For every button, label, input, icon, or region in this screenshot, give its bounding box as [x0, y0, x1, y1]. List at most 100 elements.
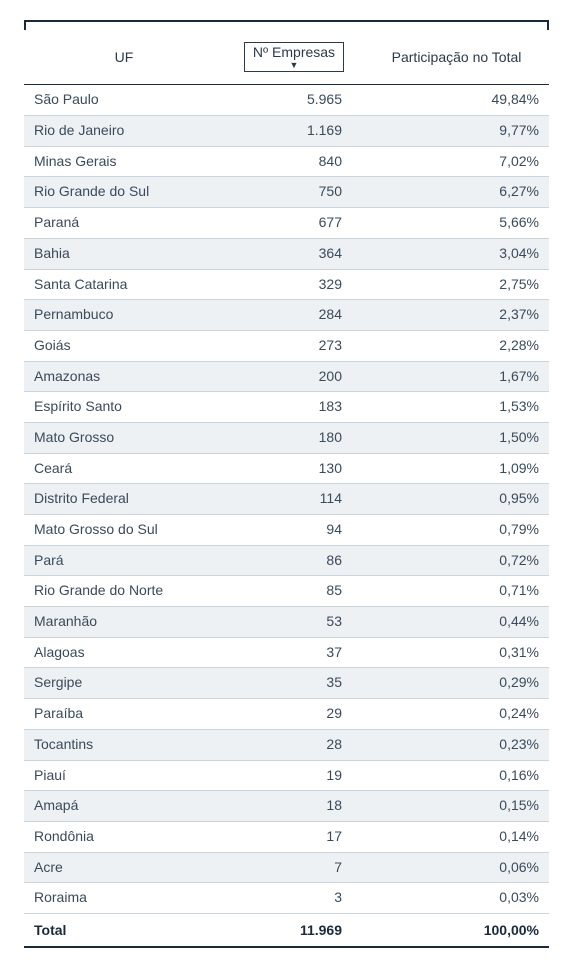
- column-header-empresas-label: Nº Empresas: [253, 45, 335, 60]
- cell-num: 35: [224, 668, 364, 699]
- cell-uf: Maranhão: [24, 607, 224, 638]
- top-rule: [24, 20, 549, 28]
- total-row: Total 11.969 100,00%: [24, 913, 549, 947]
- cell-pct: 3,04%: [364, 238, 549, 269]
- cell-uf: Amapá: [24, 791, 224, 822]
- cell-pct: 0,15%: [364, 791, 549, 822]
- cell-pct: 5,66%: [364, 208, 549, 239]
- table-row: Mato Grosso do Sul940,79%: [24, 515, 549, 546]
- column-header-empresas[interactable]: Nº Empresas ▼: [224, 32, 364, 85]
- cell-uf: Alagoas: [24, 637, 224, 668]
- cell-pct: 1,53%: [364, 392, 549, 423]
- table-row: Rio Grande do Sul7506,27%: [24, 177, 549, 208]
- table-row: Amapá180,15%: [24, 791, 549, 822]
- cell-pct: 2,37%: [364, 300, 549, 331]
- cell-uf: Mato Grosso do Sul: [24, 515, 224, 546]
- cell-uf: Tocantins: [24, 729, 224, 760]
- cell-uf: Santa Catarina: [24, 269, 224, 300]
- cell-num: 29: [224, 699, 364, 730]
- cell-uf: Paraíba: [24, 699, 224, 730]
- cell-num: 284: [224, 300, 364, 331]
- cell-uf: Distrito Federal: [24, 484, 224, 515]
- cell-uf: Acre: [24, 852, 224, 883]
- cell-num: 183: [224, 392, 364, 423]
- table-row: Paraíba290,24%: [24, 699, 549, 730]
- table-container: UF Nº Empresas ▼ Participação no Total S…: [24, 20, 549, 948]
- table-row: São Paulo5.96549,84%: [24, 85, 549, 116]
- total-num: 11.969: [224, 913, 364, 947]
- cell-num: 114: [224, 484, 364, 515]
- cell-uf: Rio de Janeiro: [24, 116, 224, 147]
- cell-pct: 0,71%: [364, 576, 549, 607]
- table-row: Mato Grosso1801,50%: [24, 422, 549, 453]
- cell-pct: 1,09%: [364, 453, 549, 484]
- cell-num: 86: [224, 545, 364, 576]
- table-body: São Paulo5.96549,84%Rio de Janeiro1.1699…: [24, 85, 549, 914]
- cell-num: 1.169: [224, 116, 364, 147]
- cell-uf: Espírito Santo: [24, 392, 224, 423]
- table-row: Pernambuco2842,37%: [24, 300, 549, 331]
- cell-uf: Piauí: [24, 760, 224, 791]
- cell-pct: 9,77%: [364, 116, 549, 147]
- cell-pct: 49,84%: [364, 85, 549, 116]
- sort-button-empresas[interactable]: Nº Empresas ▼: [244, 42, 344, 72]
- table-row: Sergipe350,29%: [24, 668, 549, 699]
- column-header-participacao-label: Participação no Total: [392, 49, 522, 65]
- cell-num: 329: [224, 269, 364, 300]
- cell-uf: Sergipe: [24, 668, 224, 699]
- cell-uf: Pará: [24, 545, 224, 576]
- cell-num: 85: [224, 576, 364, 607]
- cell-num: 53: [224, 607, 364, 638]
- table-row: Bahia3643,04%: [24, 238, 549, 269]
- table-row: Acre70,06%: [24, 852, 549, 883]
- cell-pct: 0,03%: [364, 883, 549, 914]
- cell-num: 840: [224, 146, 364, 177]
- table-row: Amazonas2001,67%: [24, 361, 549, 392]
- table-row: Minas Gerais8407,02%: [24, 146, 549, 177]
- cell-uf: Minas Gerais: [24, 146, 224, 177]
- table-row: Piauí190,16%: [24, 760, 549, 791]
- cell-uf: Rio Grande do Norte: [24, 576, 224, 607]
- cell-num: 28: [224, 729, 364, 760]
- cell-pct: 1,67%: [364, 361, 549, 392]
- cell-uf: São Paulo: [24, 85, 224, 116]
- cell-pct: 0,16%: [364, 760, 549, 791]
- companies-by-uf-table: UF Nº Empresas ▼ Participação no Total S…: [24, 32, 549, 948]
- cell-uf: Amazonas: [24, 361, 224, 392]
- table-row: Goiás2732,28%: [24, 330, 549, 361]
- cell-num: 750: [224, 177, 364, 208]
- cell-pct: 0,23%: [364, 729, 549, 760]
- cell-pct: 0,44%: [364, 607, 549, 638]
- cell-num: 3: [224, 883, 364, 914]
- column-header-participacao[interactable]: Participação no Total: [364, 32, 549, 85]
- cell-num: 180: [224, 422, 364, 453]
- table-row: Roraima30,03%: [24, 883, 549, 914]
- cell-num: 5.965: [224, 85, 364, 116]
- cell-num: 94: [224, 515, 364, 546]
- table-row: Paraná6775,66%: [24, 208, 549, 239]
- table-row: Santa Catarina3292,75%: [24, 269, 549, 300]
- table-row: Maranhão530,44%: [24, 607, 549, 638]
- cell-pct: 0,95%: [364, 484, 549, 515]
- cell-uf: Paraná: [24, 208, 224, 239]
- cell-uf: Roraima: [24, 883, 224, 914]
- table-row: Ceará1301,09%: [24, 453, 549, 484]
- cell-num: 19: [224, 760, 364, 791]
- cell-pct: 1,50%: [364, 422, 549, 453]
- table-row: Distrito Federal1140,95%: [24, 484, 549, 515]
- cell-num: 7: [224, 852, 364, 883]
- cell-num: 37: [224, 637, 364, 668]
- cell-pct: 0,79%: [364, 515, 549, 546]
- cell-pct: 2,28%: [364, 330, 549, 361]
- cell-pct: 0,29%: [364, 668, 549, 699]
- column-header-uf[interactable]: UF: [24, 32, 224, 85]
- cell-pct: 0,31%: [364, 637, 549, 668]
- cell-num: 273: [224, 330, 364, 361]
- cell-uf: Pernambuco: [24, 300, 224, 331]
- table-row: Alagoas370,31%: [24, 637, 549, 668]
- total-label: Total: [24, 913, 224, 947]
- cell-num: 200: [224, 361, 364, 392]
- cell-pct: 0,06%: [364, 852, 549, 883]
- table-row: Rio de Janeiro1.1699,77%: [24, 116, 549, 147]
- cell-pct: 0,72%: [364, 545, 549, 576]
